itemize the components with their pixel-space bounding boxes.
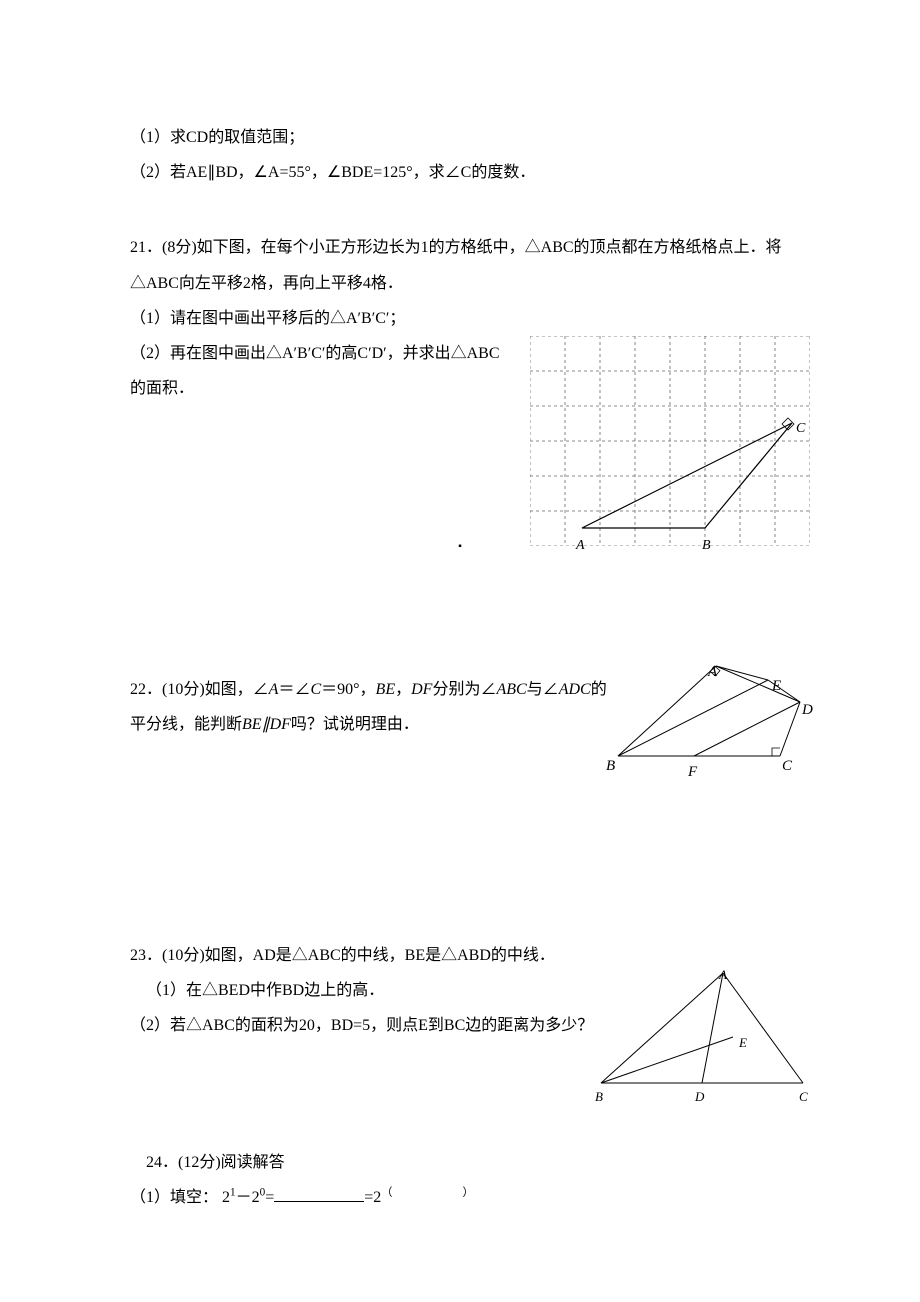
q24-eq1: = [265, 1189, 274, 1206]
q22-text-6: 与∠ [527, 681, 559, 698]
q22-text-1: 22．(10分)如图，∠ [130, 681, 269, 698]
q22-text-5: 分别为∠ [432, 681, 496, 698]
grid-label: C [796, 414, 805, 445]
q24-eq2: =2 [364, 1189, 381, 1206]
fig22-label: C [782, 750, 792, 783]
q21-part2: （2）再在图中画出△A′B′C′的高C′D′，并求出△ABC的面积． [130, 336, 510, 406]
q24-paren-sup: （） [381, 1187, 473, 1199]
fig22-label: B [606, 750, 615, 783]
q22-italic-BE: BE [376, 681, 396, 698]
q22-italic-C: C [310, 681, 321, 698]
q22-italic-BEDF: BE∥DF [242, 716, 291, 733]
grid-label: A [576, 531, 585, 562]
grid-label: B [702, 531, 711, 562]
q21-triangle-svg [530, 336, 810, 546]
fig23-label: E [739, 1029, 747, 1058]
q22-header: 22．(10分)如图，∠A＝∠C＝90°，BE，DF分别为∠ABC与∠ADC的平… [130, 672, 610, 742]
q24-prefix: （1）填空： 2 [130, 1189, 230, 1206]
fig22-label: F [688, 756, 697, 789]
q22-italic-DF: DF [411, 681, 432, 698]
fig22-label: D [802, 694, 813, 727]
q24-header: 24．(12分)阅读解答 [130, 1145, 810, 1180]
q24-blank [274, 1186, 364, 1202]
q24-part1: （1）填空： 21－20==2（） [130, 1180, 810, 1215]
q23-figure-svg [595, 965, 810, 1095]
q24-minus: －2 [236, 1189, 260, 1206]
fig22-label: E [772, 670, 781, 703]
q22-figure: ABCDEF [610, 658, 810, 768]
q23-figure: ABCDE [595, 965, 810, 1095]
page-center-marker: ▪ [458, 536, 462, 558]
fig23-label: D [695, 1083, 704, 1112]
q22-text-4: ， [395, 681, 411, 698]
q22-italic-ADC: ADC [559, 681, 591, 698]
q23-part1: （1）在△BED中作BD边上的高． [130, 973, 595, 1008]
q20-part2: （2）若AE∥BD，∠A=55°，∠BDE=125°，求∠C的度数． [130, 155, 810, 190]
fig23-label: B [595, 1083, 603, 1112]
q23-part2: （2）若△ABC的面积为20，BD=5，则点E到BC边的距离为多少？ [130, 1008, 595, 1043]
q22-text-8: 吗？试说明理由． [291, 716, 419, 733]
q22-italic-ABC: ABC [496, 681, 526, 698]
q21-figure: ABC [530, 336, 810, 542]
q22-text-3: ＝90°， [321, 681, 375, 698]
fig23-label: C [799, 1083, 808, 1112]
q22-text-2: ＝∠ [278, 681, 310, 698]
q20-part1: （1）求CD的取值范围； [130, 120, 810, 155]
q22-italic-A: A [269, 681, 279, 698]
fig23-label: A [719, 961, 727, 990]
q21-part1: （1）请在图中画出平移后的△A′B′C′； [130, 301, 810, 336]
fig22-label: A [708, 656, 717, 689]
q21-header: 21．(8分)如下图，在每个小正方形边长为1的方格纸中，△ABC的顶点都在方格纸… [130, 230, 810, 300]
